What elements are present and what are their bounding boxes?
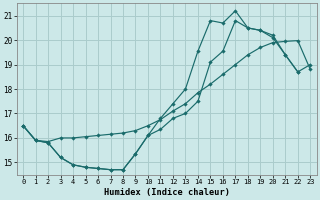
X-axis label: Humidex (Indice chaleur): Humidex (Indice chaleur): [104, 188, 230, 197]
